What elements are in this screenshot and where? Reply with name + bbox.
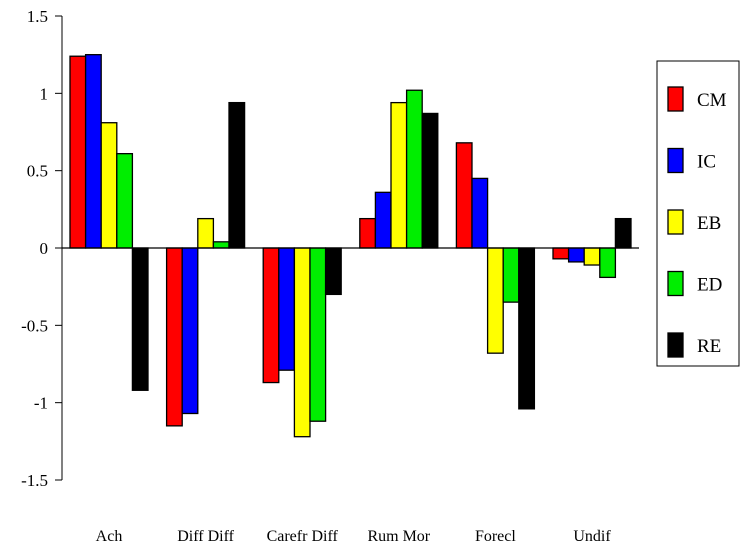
bar-re-5 bbox=[614, 217, 632, 249]
bar-re-0 bbox=[131, 247, 149, 391]
bar-ic-1 bbox=[181, 247, 199, 415]
bar-ic-3 bbox=[374, 191, 392, 249]
bar-ic-0 bbox=[84, 54, 102, 249]
bar-re-1 bbox=[228, 101, 246, 249]
bar-cm-4 bbox=[455, 142, 473, 249]
bar-ic-5 bbox=[567, 247, 585, 263]
legend-label: IC bbox=[697, 152, 716, 173]
bar-eb-3 bbox=[390, 101, 408, 249]
bar-cm-0 bbox=[69, 55, 87, 249]
legend-swatch-ed bbox=[667, 270, 684, 297]
category-label: Ach bbox=[96, 528, 123, 545]
legend-swatch-ic bbox=[667, 147, 684, 174]
category-label: Rum Mor bbox=[367, 528, 430, 545]
bar-eb-0 bbox=[100, 122, 118, 249]
legend-swatch-cm bbox=[667, 86, 684, 112]
legend-label: ED bbox=[697, 275, 722, 296]
bar-eb-2 bbox=[293, 247, 311, 438]
y-tick-label: 1 bbox=[40, 84, 49, 103]
legend-swatch-re bbox=[667, 332, 684, 358]
bars bbox=[69, 54, 632, 438]
bar-ic-4 bbox=[471, 177, 489, 249]
category-label: Forecl bbox=[475, 528, 516, 545]
bar-eb-4 bbox=[486, 247, 504, 354]
y-tick-label: 0 bbox=[40, 239, 49, 258]
y-tick-label: 0.5 bbox=[27, 162, 48, 181]
category-label: Carefr Diff bbox=[267, 528, 339, 545]
bar-eb-5 bbox=[583, 247, 601, 266]
bar-re-3 bbox=[421, 112, 439, 249]
bar-ic-2 bbox=[278, 247, 296, 371]
legend-swatch-eb bbox=[667, 209, 684, 235]
y-tick-label: -0.5 bbox=[21, 316, 48, 335]
legend-label: CM bbox=[697, 90, 727, 111]
legend-label: RE bbox=[697, 336, 721, 357]
bar-ed-1 bbox=[212, 241, 230, 249]
bar-cm-1 bbox=[165, 247, 183, 427]
bar-ed-4 bbox=[502, 247, 520, 303]
legend: CM IC EB ED RE bbox=[656, 60, 740, 367]
category-label: Diff Diff bbox=[177, 528, 234, 545]
bar-cm-3 bbox=[359, 217, 377, 249]
bar-ed-5 bbox=[599, 247, 617, 279]
bar-re-4 bbox=[518, 247, 536, 410]
y-tick-label: -1.5 bbox=[21, 471, 48, 490]
y-tick-label: -1 bbox=[34, 394, 48, 413]
bar-eb-1 bbox=[197, 217, 215, 249]
bar-ed-0 bbox=[116, 153, 134, 249]
category-label: Undif bbox=[573, 528, 611, 545]
legend-label: EB bbox=[697, 213, 721, 234]
y-axis: -1.5 -1 -0.5 0 0.5 1 1.5 bbox=[21, 7, 63, 490]
bar-re-2 bbox=[324, 247, 342, 296]
y-tick-label: 1.5 bbox=[27, 7, 48, 26]
bar-ed-2 bbox=[309, 247, 327, 422]
bar-ed-3 bbox=[405, 89, 423, 249]
bar-cm-5 bbox=[552, 247, 570, 260]
bar-cm-2 bbox=[262, 247, 280, 384]
x-axis-labels: Ach Diff Diff Carefr Diff Rum Mor Forecl Undi… bbox=[96, 528, 612, 545]
